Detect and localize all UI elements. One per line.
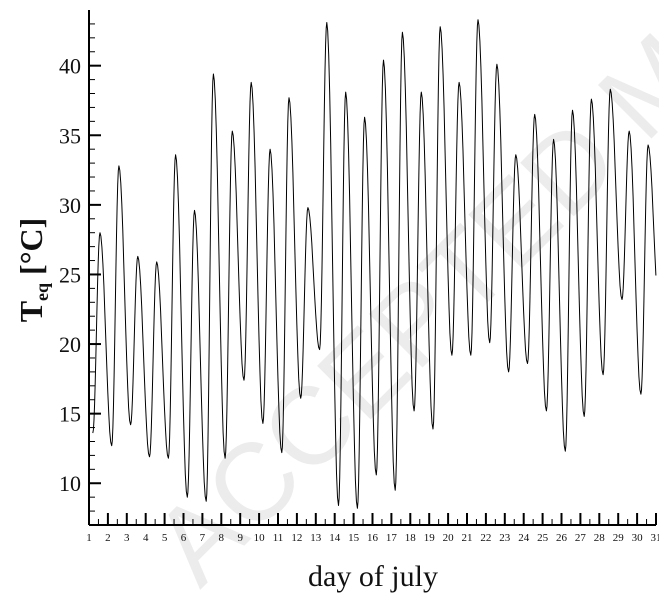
x-tick-label: 31 [651, 532, 659, 544]
x-tick-label: 18 [405, 532, 417, 544]
y-axis-label-main: T [13, 301, 49, 322]
y-axis-label-unit: [°C] [13, 218, 49, 283]
x-tick-label: 6 [181, 532, 187, 544]
x-tick-label: 16 [367, 532, 379, 544]
y-tick-label: 10 [59, 471, 81, 496]
x-tick-label: 4 [143, 532, 149, 544]
y-axis-label-sub: eq [32, 283, 52, 301]
series-layer [92, 19, 657, 509]
x-tick-label: 21 [462, 532, 473, 544]
x-tick-label: 3 [124, 532, 130, 544]
y-tick-label: 25 [59, 262, 81, 287]
x-tick-label: 7 [200, 532, 206, 544]
x-tick-label: 17 [386, 532, 398, 544]
y-tick-label: 20 [59, 332, 81, 357]
y-tick-label: 15 [59, 402, 81, 427]
x-tick-label: 13 [310, 532, 322, 544]
x-tick-label: 11 [273, 532, 284, 544]
x-tick-label: 9 [237, 532, 243, 544]
x-tick-label: 27 [575, 532, 587, 544]
y-axis-label: Teq [°C] [13, 218, 52, 323]
x-ticks: 1 2 3 4 5 6 7 8 9 10 11 12 13 14 15 16 17 18 19 20 21 22 23 24 2… [86, 513, 659, 544]
x-tick-label: 2 [105, 532, 111, 544]
x-axis-label: day of july [308, 560, 438, 593]
x-tick-label: 19 [424, 532, 436, 544]
x-tick-label: 20 [443, 532, 455, 544]
y-ticks: 10 15 20 25 30 35 40 [59, 23, 101, 512]
x-tick-label: 28 [594, 532, 606, 544]
x-tick-label: 10 [254, 532, 266, 544]
x-tick-label: 26 [556, 532, 568, 544]
y-tick-label: 35 [59, 123, 81, 148]
y-tick-label: 30 [59, 193, 81, 218]
series-line-0 [92, 19, 657, 509]
x-tick-label: 14 [329, 532, 341, 544]
x-tick-label: 23 [499, 532, 511, 544]
x-tick-label: 30 [632, 532, 644, 544]
x-tick-label: 8 [219, 532, 225, 544]
x-tick-label: 22 [480, 532, 491, 544]
x-tick-label: 1 [86, 532, 92, 544]
x-tick-label: 25 [537, 532, 549, 544]
x-tick-label: 24 [518, 532, 530, 544]
x-tick-label: 29 [613, 532, 625, 544]
x-tick-label: 5 [162, 532, 168, 544]
x-tick-label: 15 [348, 532, 360, 544]
y-tick-label: 40 [59, 54, 81, 79]
x-tick-label: 12 [291, 532, 302, 544]
